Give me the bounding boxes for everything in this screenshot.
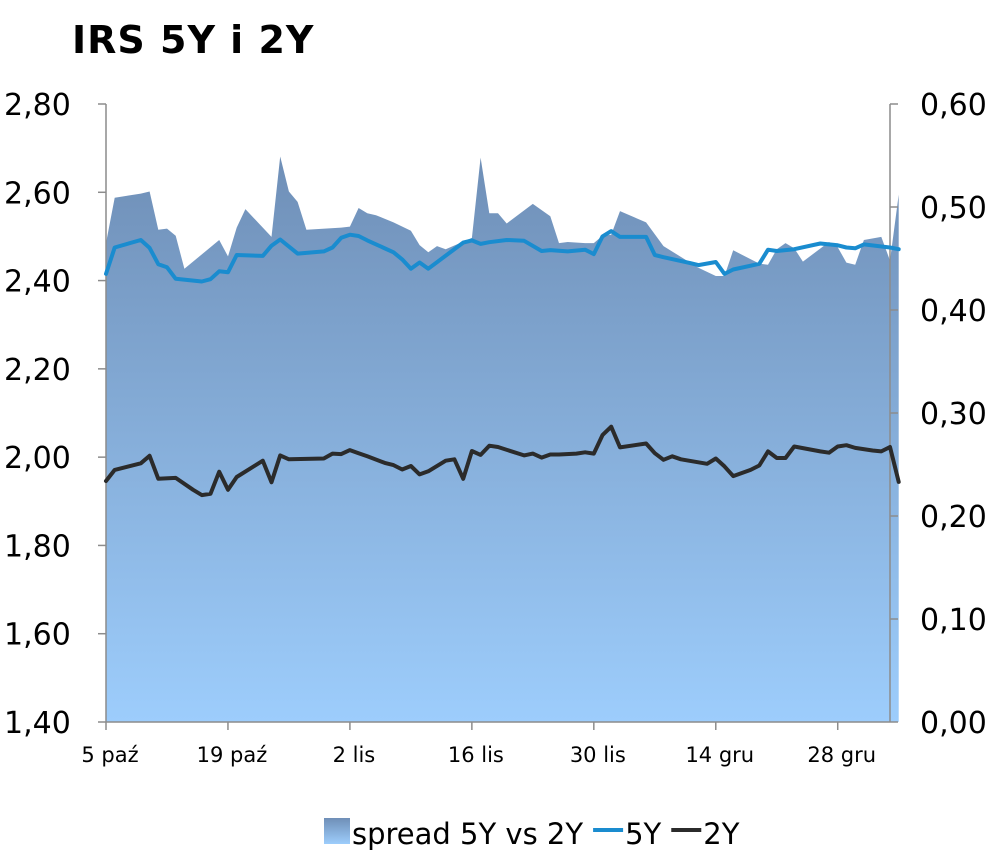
x-tick-label: 2 lis bbox=[333, 743, 376, 767]
y-right-tick-label: 0,10 bbox=[920, 603, 987, 638]
y-right-tick-label: 0,20 bbox=[920, 500, 987, 535]
y-right-tick-label: 0,30 bbox=[920, 397, 987, 432]
y-left-tick-label: 2,60 bbox=[4, 176, 71, 211]
y-left-tick-label: 1,80 bbox=[4, 529, 71, 564]
legend-label: 5Y bbox=[625, 817, 661, 851]
x-tick-label: 5 paź bbox=[81, 743, 138, 767]
series-line-5y bbox=[104, 229, 901, 284]
y-right-tick-label: 0,40 bbox=[920, 294, 987, 329]
legend-swatch-spread bbox=[324, 818, 350, 844]
y-left-tick-label: 2,40 bbox=[4, 265, 71, 300]
y-left-tick-label: 2,20 bbox=[4, 353, 71, 388]
lines-layer bbox=[104, 229, 901, 498]
y-left-tick-label: 1,40 bbox=[4, 706, 71, 741]
spread-area-layer bbox=[106, 156, 899, 722]
y-left-tick-label: 1,60 bbox=[4, 618, 71, 653]
legend: spread 5Y vs 2Y 5Y 2Y bbox=[324, 817, 740, 851]
x-tick-label: 19 paź bbox=[197, 743, 268, 767]
x-tick-label: 16 lis bbox=[448, 743, 504, 767]
legend-label: 2Y bbox=[703, 817, 739, 851]
axes-layer bbox=[98, 103, 898, 730]
y-right-tick-label: 0,00 bbox=[920, 706, 987, 741]
x-tick-label: 30 lis bbox=[570, 743, 626, 767]
tick-labels-layer: 2,80 2,60 2,40 2,20 2,00 1,80 1,60 1,40 0,60 0,50… bbox=[4, 88, 987, 767]
x-tick-label: 14 gru bbox=[685, 743, 754, 767]
y-left-tick-label: 2,00 bbox=[4, 441, 71, 476]
x-tick-label: 28 gru bbox=[807, 743, 876, 767]
chart-title: IRS 5Y i 2Y bbox=[72, 18, 315, 62]
series-line-2y bbox=[104, 424, 901, 498]
series-spread-area bbox=[106, 156, 899, 722]
y-left-tick-label: 2,80 bbox=[4, 88, 71, 123]
y-right-tick-label: 0,50 bbox=[920, 191, 987, 226]
legend-label: spread 5Y vs 2Y bbox=[352, 817, 583, 851]
y-right-tick-label: 0,60 bbox=[920, 88, 987, 123]
